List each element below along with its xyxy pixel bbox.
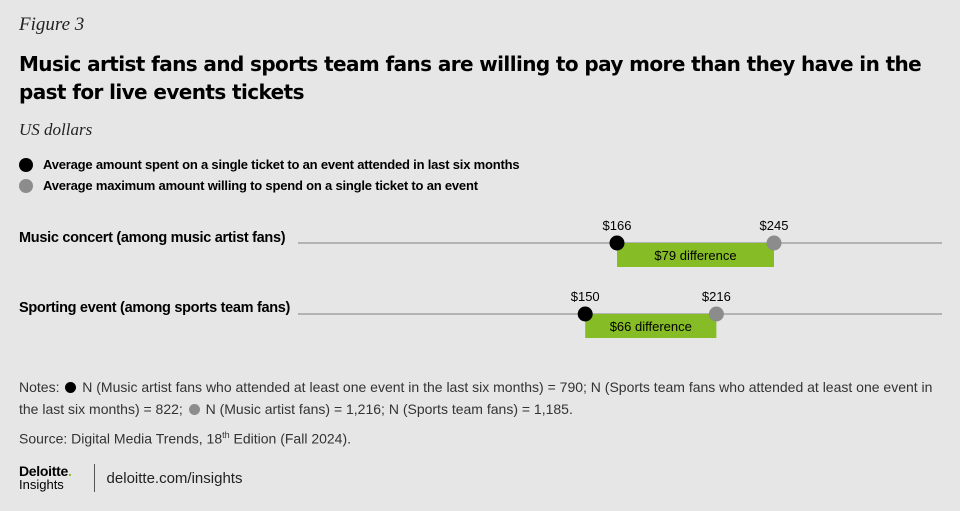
notes-part1: N (Music artist fans who attended at lea…	[19, 379, 933, 417]
row-label-music: Music concert (among music artist fans)	[19, 230, 286, 246]
max-willing-dot	[766, 235, 782, 251]
notes: Notes: N (Music artist fans who attended…	[19, 376, 944, 420]
notes-part2: N (Music artist fans) = 1,216; N (Sports…	[205, 401, 573, 417]
units-label: US dollars	[19, 120, 93, 139]
figure-label: Figure 3	[19, 14, 85, 35]
notes-black-dot	[65, 382, 77, 393]
source: Source: Digital Media Trends, 18th Editi…	[19, 430, 351, 447]
legend-label-spent: Average amount spent on a single ticket …	[43, 157, 520, 172]
max-willing-value-label: $245	[760, 218, 789, 233]
difference-bar	[617, 243, 774, 267]
brand-name: Deloitte	[19, 463, 68, 479]
difference-label: $66 difference	[610, 319, 692, 334]
insights-link[interactable]: deloitte.com/insights	[106, 469, 243, 487]
spent-dot	[577, 306, 593, 322]
dumbbell-chart: $79 difference $166 $245 $66 difference $150…	[298, 218, 942, 338]
max-willing-dot	[708, 306, 724, 322]
footer-divider	[93, 464, 95, 492]
legend-grey-dot	[19, 178, 33, 193]
source-suffix: Edition (Fall 2024).	[229, 430, 352, 447]
row-label-sports: Sporting event (among sports team fans)	[19, 300, 291, 316]
footer: Deloitte. Insights deloitte.com/insights	[19, 464, 242, 492]
legend: Average amount spent on a single ticket …	[19, 154, 520, 196]
source-sup: th	[222, 430, 230, 440]
difference-bar	[585, 314, 717, 338]
chart-title: Music artist fans and sports team fans a…	[19, 52, 922, 104]
legend-item-spent: Average amount spent on a single ticket …	[19, 154, 520, 175]
deloitte-logo: Deloitte. Insights	[19, 464, 72, 492]
notes-prefix: Notes:	[19, 379, 60, 395]
max-willing-value-label: $216	[702, 289, 731, 304]
source-prefix: Source: Digital Media Trends, 18	[19, 430, 223, 447]
spent-dot	[609, 235, 625, 251]
brand-dot: .	[67, 463, 72, 479]
legend-black-dot	[19, 157, 33, 172]
brand-sub: Insights	[19, 477, 64, 492]
legend-label-willing: Average maximum amount willing to spend …	[43, 178, 478, 193]
notes-grey-dot	[188, 404, 200, 415]
spent-value-label: $166	[603, 218, 632, 233]
spent-value-label: $150	[571, 289, 600, 304]
difference-label: $79 difference	[654, 248, 736, 263]
legend-item-willing: Average maximum amount willing to spend …	[19, 175, 519, 196]
